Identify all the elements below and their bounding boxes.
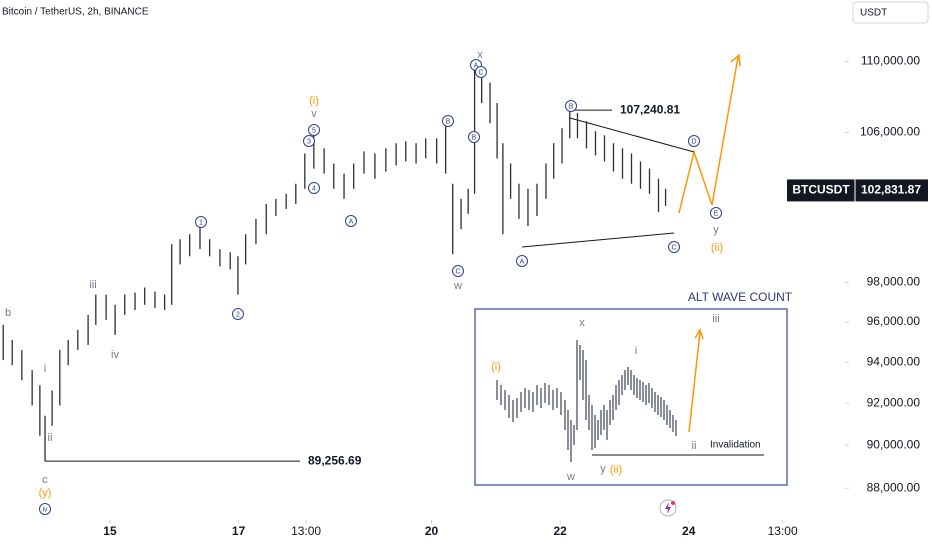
wave-label: (i) [491,361,501,373]
wave-label: (y) [39,487,52,499]
invalidation-label: Invalidation [710,440,761,451]
wave-circle [303,135,315,147]
wave-label: A [474,62,479,69]
wave-label: (ii) [711,242,723,254]
level-label: 107,240.81 [620,102,680,116]
wave-circle [39,503,51,515]
wave-label: 4 [312,185,316,192]
y-tick-label: 98,000.00 [867,275,921,289]
wave-circle [710,207,722,219]
wave-label: i [44,363,46,375]
wave-label: w [453,280,462,292]
wave-label: ii [692,440,697,452]
x-tick-label: 17 [232,524,246,538]
wave-label: iii [712,313,719,325]
wave-label: c [42,474,48,486]
wave-label: iv [42,506,48,513]
y-tick-label: 92,000.00 [867,395,921,409]
wave-label: B [472,134,477,141]
wave-label: C [455,268,460,275]
x-tick-label: 15 [103,524,117,538]
alert-dot [671,501,675,505]
wave-label: i [635,345,637,357]
wave-label: A [520,258,525,265]
wave-circle [565,100,577,112]
wave-circle [452,265,464,277]
wave-label: b [5,307,11,319]
inset-bars [496,340,677,462]
wave-circle [345,215,357,227]
wave-label: iii [89,279,96,291]
inset-title: ALT WAVE COUNT [688,290,793,304]
wave-label: y [713,224,719,236]
wave-label: 5 [312,127,316,134]
wave-label: A [349,218,354,225]
alert-bolt [665,502,671,514]
wave-label: (ii) [610,464,622,476]
wave-label: w [566,471,575,483]
wave-label: C [478,69,483,76]
wave-label: (i) [309,95,319,107]
y-tick-label: 106,000.00 [860,125,920,139]
wave-circle [308,182,320,194]
y-tick-label: 110,000.00 [861,54,920,68]
wave-circle [475,66,487,78]
wave-circle [516,255,528,267]
last-price-symbol: BTCUSDT [792,183,850,197]
wave-label: B [446,118,451,125]
wave-label: 3 [307,138,311,145]
wave-circle [232,308,244,320]
wave-label: ii [48,432,53,444]
y-tick-label: 96,000.00 [867,314,921,328]
last-price-value: 102,831.87 [861,183,921,197]
currency-label: USDT [860,8,887,19]
wave-label: C [671,244,676,251]
inset-projection [688,328,704,433]
last-price-marker [787,179,928,202]
wave-projection [678,53,741,214]
triangle-upper [569,117,695,153]
wave-circle [442,115,454,127]
x-tick-label: 13:00 [768,524,798,538]
wave-circle [308,124,320,136]
wave-label: E [714,210,719,217]
wave-circle [468,131,480,143]
x-tick-label: 13:00 [291,524,321,538]
x-tick-label: 20 [425,524,439,538]
currency-button[interactable] [852,1,929,24]
wave-label: x [477,49,483,61]
wave-circle [668,241,680,253]
y-tick-label: 88,000.00 [867,480,921,494]
inset-box [474,308,788,486]
wave-label: iv [111,349,119,361]
symbol-title: Bitcoin / TetherUS, 2h, BINANCE [2,7,149,18]
wave-label: x [579,317,585,329]
y-tick-label: 94,000.00 [867,354,921,368]
triangle-lower [521,232,675,248]
wave-label: y [600,463,606,475]
wave-label: 1 [199,219,203,226]
level-label: 89,256.69 [308,453,362,467]
x-tick-label: 24 [682,524,696,538]
wave-label: 2 [236,311,240,318]
wave-circle [195,216,207,228]
wave-circle [688,135,700,147]
y-tick-label: 90,000.00 [867,437,921,451]
wave-label: v [311,108,317,120]
wave-label: B [569,103,574,110]
x-tick-label: 22 [553,524,567,538]
wave-label: D [691,138,696,145]
